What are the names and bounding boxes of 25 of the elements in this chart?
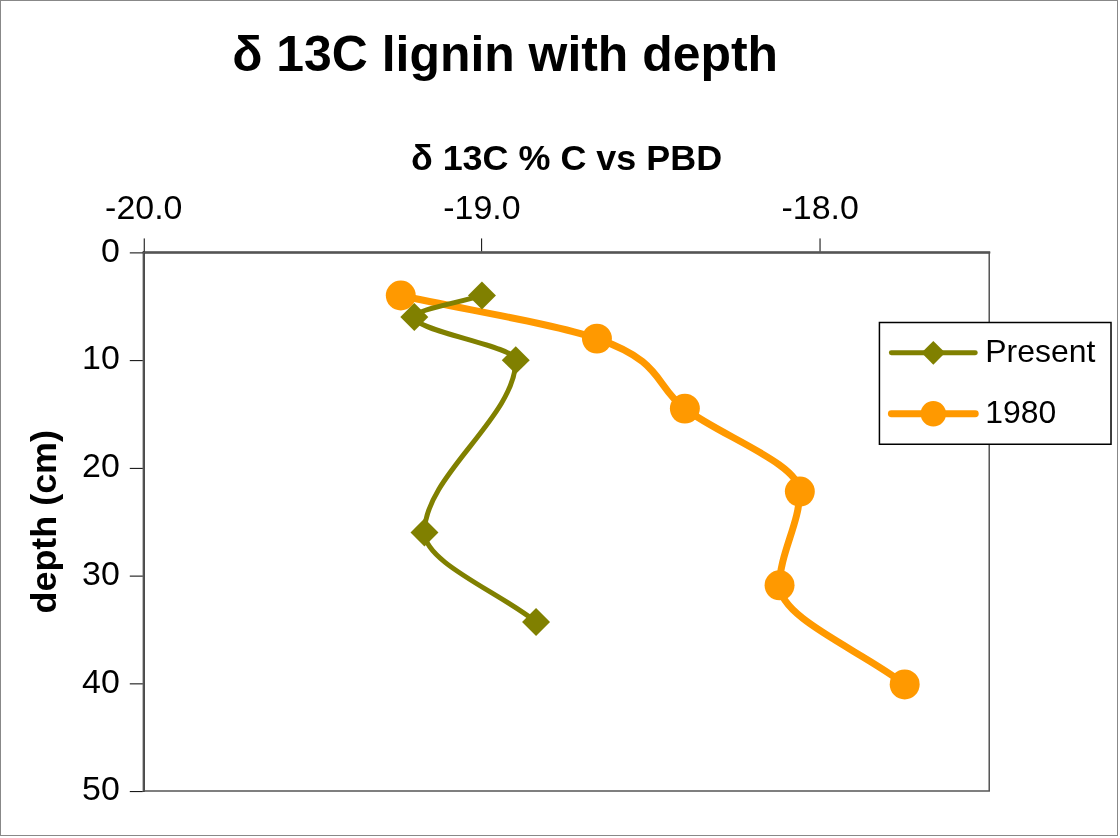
point: [784, 476, 815, 507]
y-axis-title: depth (cm): [23, 430, 65, 614]
point: [410, 518, 439, 547]
legend-label: Present: [985, 332, 1096, 369]
point: [467, 281, 496, 310]
point: [764, 570, 795, 601]
chart-title: δ 13C lignin with depth: [232, 25, 778, 82]
x-axis-title: δ 13C % C vs PBD: [410, 137, 723, 179]
point: [400, 303, 429, 332]
point: [581, 323, 612, 354]
legend-label: 1980: [985, 393, 1057, 430]
y-tick-label: 20: [82, 446, 120, 485]
y-tick-label: 40: [82, 661, 120, 700]
point: [501, 346, 530, 375]
y-tick-label: 30: [82, 553, 120, 592]
y-tick-label: 10: [82, 338, 120, 377]
x-tick-label: -19.0: [443, 188, 521, 227]
x-tick-label: -20.0: [105, 188, 183, 227]
point: [385, 280, 416, 311]
y-tick-label: 0: [100, 230, 120, 269]
point: [522, 607, 551, 636]
point: [669, 393, 700, 424]
y-tick-label: 50: [82, 769, 120, 808]
x-tick-label: -18.0: [781, 188, 859, 227]
point: [889, 669, 920, 700]
